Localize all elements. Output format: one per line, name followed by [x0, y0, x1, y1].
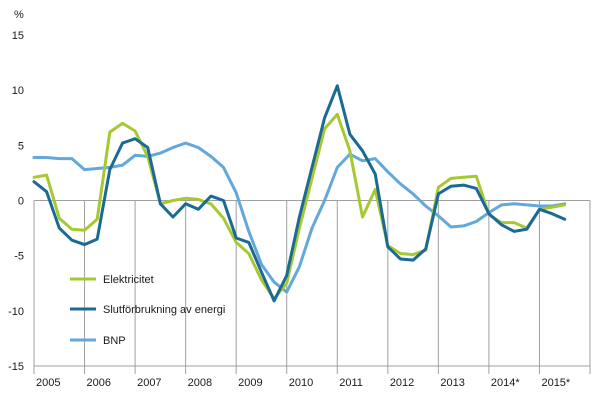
y-tick-label: -10 [8, 306, 24, 318]
x-tick-label: 2009 [238, 377, 262, 389]
y-axis: 15 10 5 0 -5 -10 -15 [8, 30, 24, 373]
y-axis-unit-label: % [14, 9, 24, 21]
x-tick-label: 2013 [440, 377, 464, 389]
x-tick-label: 2011 [339, 377, 363, 389]
series-line-2 [32, 141, 567, 294]
y-tick-label: 15 [12, 30, 24, 42]
x-tick-label: 2007 [137, 377, 161, 389]
x-tick-label: 2012 [390, 377, 414, 389]
x-tick-label: 2014* [491, 377, 520, 389]
series-line-1 [32, 84, 567, 303]
series-line-0 [32, 112, 567, 301]
legend: Elektricitet Slutförbrukning av energi BNP [70, 274, 225, 347]
x-tick-label: 2006 [87, 377, 111, 389]
series-lines [32, 84, 567, 303]
y-tick-label: 5 [18, 140, 24, 152]
y-tick-label: -5 [14, 251, 24, 263]
y-tick-label: 10 [12, 85, 24, 97]
legend-label: Slutförbrukning av energi [103, 304, 225, 316]
y-tick-label: 0 [18, 196, 24, 208]
legend-label: BNP [103, 335, 126, 347]
legend-label: Elektricitet [103, 274, 154, 286]
x-tick-label: 2015* [541, 377, 570, 389]
y-tick-label: -15 [8, 361, 24, 373]
x-axis: 2005 2006 2007 2008 2009 2010 2011 2012 2013 2014… [33, 200, 591, 389]
x-tick-label: 2005 [36, 377, 60, 389]
x-tick-label: 2008 [188, 377, 212, 389]
x-tick-label: 2010 [289, 377, 313, 389]
